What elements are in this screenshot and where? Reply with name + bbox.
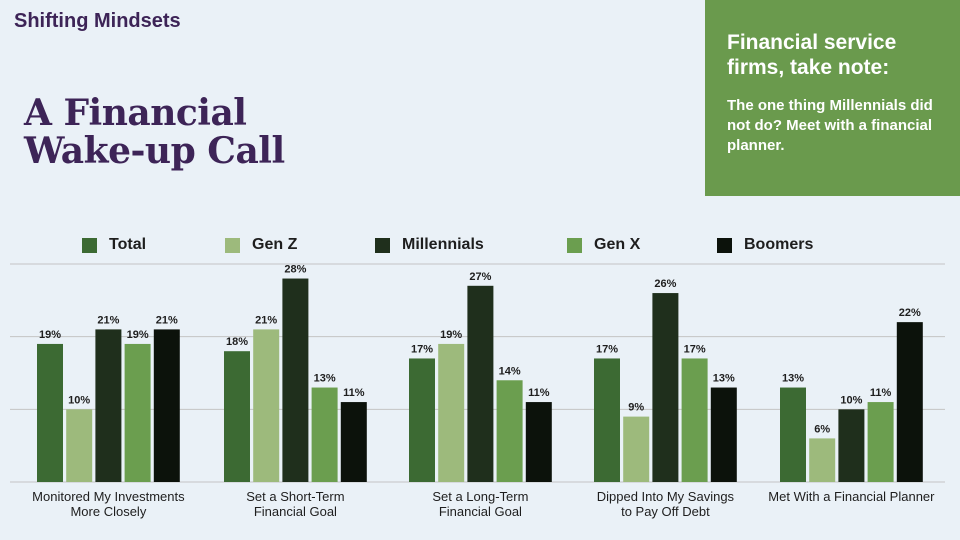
bar-value-label: 17% [684, 343, 706, 355]
category-label: Met With a Financial Planner [768, 489, 935, 504]
bar-millennials [838, 409, 865, 482]
bar-gen-z [438, 343, 465, 482]
bar-value-label: 10% [840, 394, 862, 406]
bar-value-label: 10% [68, 394, 90, 406]
bar-gen-z [66, 409, 93, 482]
callout-body: The one thing Millennials did not do? Me… [727, 97, 933, 154]
bar-total [780, 387, 806, 482]
bar-millennials [652, 293, 679, 482]
category-label: More Closely [70, 504, 146, 519]
section-kicker: Shifting Mindsets [14, 10, 181, 32]
legend-item-millennials: Millennials [375, 236, 484, 254]
bar-value-label: 21% [255, 314, 277, 326]
title-line-1: A Financial [24, 92, 247, 134]
bar-value-label: 11% [870, 387, 892, 399]
bar-gen-x [681, 358, 708, 482]
bar-boomers [525, 402, 552, 482]
bar-value-label: 17% [411, 343, 433, 355]
category-label: Set a Short-Term [246, 489, 344, 504]
bar-boomers [340, 402, 367, 482]
bar-value-label: 11% [343, 387, 365, 399]
bar-gen-x [867, 402, 894, 482]
legend-item-total: Total [82, 236, 146, 254]
bar-total [409, 358, 435, 482]
bar-value-label: 6% [814, 423, 830, 435]
legend-item-gen-z: Gen Z [225, 236, 297, 254]
legend-swatch-millennials [375, 237, 390, 253]
bar-gen-z [253, 329, 280, 482]
legend-label-millennials: Millennials [402, 236, 484, 253]
category-label: Monitored My Investments [32, 489, 185, 504]
category-label: Set a Long-Term [432, 489, 528, 504]
legend-swatch-boomers [717, 237, 732, 253]
bar-value-label: 13% [713, 373, 735, 385]
callout-box: Financial service firms, take note: The … [705, 0, 960, 196]
bar-value-label: 14% [499, 365, 521, 377]
bar-gen-z [623, 416, 650, 482]
category-label: Dipped Into My Savings [597, 489, 735, 504]
legend-swatch-gen-z [225, 237, 240, 253]
bar-boomers [896, 322, 923, 482]
bar-value-label: 9% [628, 402, 644, 414]
bar-value-label: 19% [39, 329, 61, 341]
bar-millennials [95, 329, 122, 482]
bar-value-label: 19% [127, 329, 149, 341]
category-label: Financial Goal [254, 504, 337, 519]
bar-total [594, 358, 620, 482]
legend-label-gen-z: Gen Z [252, 236, 298, 253]
page-title: A Financial Wake-up Call [24, 94, 344, 170]
chart-legend: Total Gen Z Millennials Gen X Boomers [0, 236, 960, 258]
bar-value-label: 27% [469, 271, 491, 283]
bar-total [37, 343, 63, 482]
legend-item-gen-x: Gen X [567, 236, 640, 254]
bar-millennials [282, 278, 309, 482]
bar-value-label: 21% [156, 314, 178, 326]
bar-total [224, 351, 250, 482]
bar-gen-x [496, 380, 523, 482]
bar-value-label: 18% [226, 336, 248, 348]
title-line-2: Wake-up Call [24, 130, 285, 172]
callout-title: Financial service firms, take note: [727, 31, 897, 79]
legend-label-total: Total [109, 236, 147, 253]
bar-boomers [153, 329, 180, 482]
bar-gen-z [809, 438, 836, 482]
bar-gen-x [311, 387, 338, 482]
legend-swatch-gen-x [567, 237, 582, 253]
bar-gen-x [124, 343, 151, 482]
bar-value-label: 17% [596, 343, 618, 355]
bar-value-label: 28% [284, 264, 306, 276]
bar-millennials [467, 285, 494, 482]
legend-label-boomers: Boomers [744, 236, 814, 253]
category-label: Financial Goal [439, 504, 522, 519]
bar-value-label: 13% [314, 373, 336, 385]
bar-value-label: 11% [528, 387, 550, 399]
bar-value-label: 13% [782, 373, 804, 385]
bar-value-label: 22% [899, 307, 921, 319]
legend-swatch-total [82, 237, 97, 253]
bar-value-label: 19% [440, 329, 462, 341]
category-label: to Pay Off Debt [621, 504, 710, 519]
bar-value-label: 21% [97, 314, 119, 326]
legend-item-boomers: Boomers [717, 236, 813, 254]
bar-value-label: 26% [654, 278, 676, 290]
legend-label-gen-x: Gen X [594, 236, 641, 253]
bar-boomers [710, 387, 737, 482]
